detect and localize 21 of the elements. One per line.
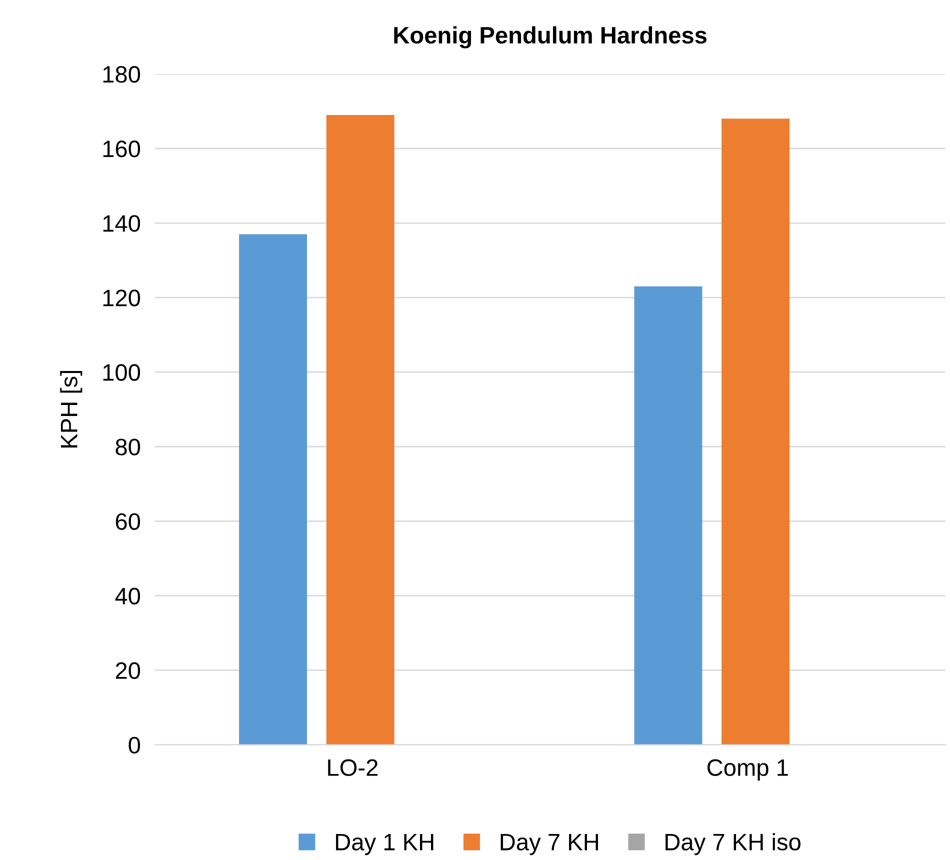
chart-title: Koenig Pendulum Hardness <box>394 26 707 48</box>
x-tick-label: Comp 1 <box>708 759 788 781</box>
bar <box>239 234 307 745</box>
bar <box>722 118 790 745</box>
y-tick-label: 100 <box>103 364 140 381</box>
y-tick-label: 40 <box>115 588 140 604</box>
x-tick-label: LO-2 <box>328 759 378 776</box>
bar <box>326 114 394 745</box>
y-tick-label: 120 <box>103 290 140 306</box>
y-tick-label: 80 <box>116 438 140 456</box>
bar <box>634 286 702 745</box>
legend-label: Day 7 KH <box>500 834 598 856</box>
y-tick-label: 20 <box>116 662 140 680</box>
y-tick-label: 160 <box>103 140 140 158</box>
y-axis-title: KPH [s] <box>60 371 82 448</box>
y-tick-label: 140 <box>103 215 140 232</box>
legend-label: Day 1 KH <box>336 834 434 856</box>
y-tick-label: 60 <box>116 513 140 530</box>
y-tick-label: 180 <box>103 66 140 83</box>
y-tick-label: 0 <box>128 736 140 754</box>
legend-label: Day 7 KH iso <box>666 833 800 856</box>
